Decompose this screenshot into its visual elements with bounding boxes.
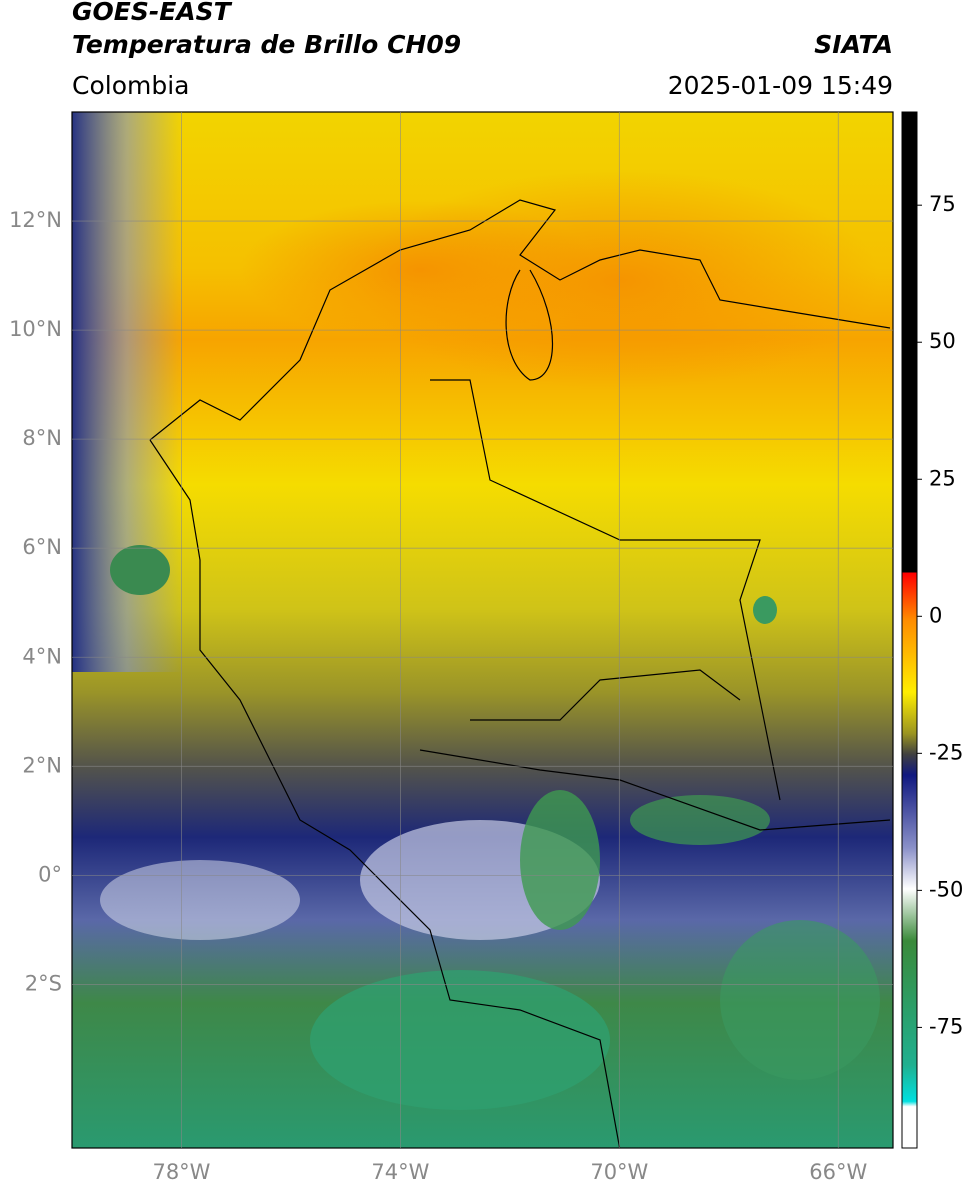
y-tick-label: 0° [38,862,62,886]
datetime: 2025-01-09 15:49 [668,71,893,100]
x-tick-label: 66°W [809,1160,867,1184]
y-tick-label: 8°N [22,426,62,450]
colorbar-tick-label: 25 [929,466,956,490]
colorbar-tick-label: -50 [929,877,963,901]
x-tick-label: 74°W [371,1160,429,1184]
y-tick-label: 2°S [25,971,62,995]
y-tick-label: 2°N [22,753,62,777]
region: Colombia [72,71,189,100]
colorbar-tick-label: -75 [929,1014,963,1038]
map-frame [71,111,894,1149]
colorbar-tick-label: 75 [929,192,956,216]
colorbar-tick-label: 0 [929,603,942,627]
satellite: GOES-EAST [72,0,233,26]
title: Temperatura de Brillo CH09 [72,30,461,59]
y-tick-label: 10°N [9,317,62,341]
y-tick-label: 6°N [22,535,62,559]
satellite-image [72,112,893,1148]
colorbar [901,111,918,1149]
colorbar-tick-label: 50 [929,329,956,353]
colorbar-tick-label: -25 [929,740,963,764]
x-tick-label: 70°W [590,1160,648,1184]
y-tick-label: 4°N [22,644,62,668]
source: SIATA [814,30,893,59]
x-tick-label: 78°W [152,1160,210,1184]
y-tick-label: 12°N [9,208,62,232]
